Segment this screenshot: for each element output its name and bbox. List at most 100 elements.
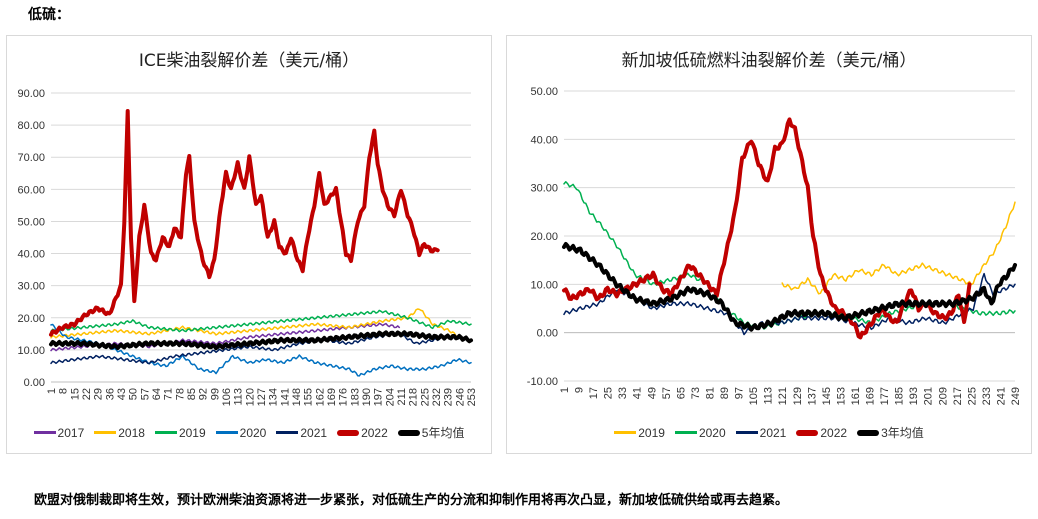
- x-tick-label: 129: [792, 387, 804, 405]
- x-tick-label: 43: [116, 388, 128, 400]
- y-tick-label: 70.00: [17, 152, 45, 164]
- legend-item: 3年均值: [857, 424, 924, 441]
- legend-label: 2021: [300, 425, 328, 440]
- chart-legend: 2019 2020 2021 2022 3年均值: [507, 424, 1031, 441]
- y-tick-label: 30.00: [17, 281, 45, 293]
- legend-swatch: [33, 431, 56, 434]
- legend-item: 2021: [276, 424, 327, 441]
- x-tick-label: 92: [198, 388, 210, 400]
- x-tick-label: 211: [396, 388, 408, 406]
- y-tick-label: 40.00: [17, 249, 45, 261]
- x-tick-label: 22: [81, 388, 93, 400]
- legend-item: 2019: [614, 424, 665, 441]
- y-tick-label: 0.00: [537, 328, 558, 340]
- chart-svg: ICE柴油裂解价差（美元/桶） 0.00 10.00 20.00 30.00 40.00 5…: [17, 51, 478, 406]
- legend-swatch: [796, 429, 819, 436]
- x-tick-label: 50: [128, 388, 140, 400]
- x-tick-label: 239: [443, 388, 455, 406]
- x-tick-label: 218: [408, 388, 420, 406]
- y-tick-label: 50.00: [530, 86, 558, 98]
- chart-legend: 2017 2018 2019 2020 2021 2022 5年均值: [7, 424, 491, 441]
- x-tick-label: 185: [894, 387, 906, 405]
- x-tick-label: 137: [806, 387, 818, 405]
- x-tick-label: 161: [850, 387, 862, 405]
- x-tick-label: 249: [1010, 387, 1022, 405]
- x-tick-label: 233: [981, 387, 993, 405]
- legend-item: 2019: [154, 424, 206, 441]
- y-tick-label: 90.00: [17, 88, 45, 100]
- series-line-2019: [50, 309, 472, 333]
- section-header: 低硫：: [28, 7, 70, 23]
- legend-label: 2018: [118, 425, 145, 440]
- legend-label: 2020: [698, 425, 726, 440]
- x-tick-label: 36: [104, 388, 116, 400]
- legend-label: 2017: [57, 425, 85, 440]
- series-line-2022: [562, 117, 972, 340]
- series-line-2020: [50, 323, 472, 377]
- legend-swatch: [337, 429, 360, 436]
- legend-label: 2019: [638, 425, 665, 440]
- legend-label: 2020: [239, 425, 267, 440]
- legend-item: 2022: [796, 424, 847, 441]
- x-tick-label: 153: [835, 387, 847, 405]
- x-tick-label: 105: [748, 387, 760, 405]
- x-tick-label: 113: [233, 388, 245, 406]
- legend-item: 2018: [94, 424, 145, 441]
- legend-swatch: [735, 431, 758, 434]
- x-tick-label: 17: [588, 387, 600, 399]
- legend-swatch: [857, 429, 880, 436]
- legend-item: 2021: [735, 424, 786, 441]
- x-tick-label: 1: [559, 387, 571, 393]
- chart-title: 新加坡低硫燃料油裂解价差（美元/桶）: [622, 51, 917, 71]
- series-line-2018: [50, 308, 461, 339]
- x-tick-label: 15: [69, 388, 81, 400]
- legend-swatch: [614, 431, 637, 434]
- x-tick-label: 33: [617, 387, 629, 399]
- footer-note: 欧盟对俄制裁即将生效，预计欧洲柴油资源将进一步紧张，对低硫生产的分流和抑制作用将…: [34, 493, 789, 508]
- x-tick-label: 193: [908, 387, 920, 405]
- x-tick-label: 73: [690, 387, 702, 399]
- x-tick-label: 97: [734, 387, 746, 399]
- x-tick-label: 169: [326, 388, 338, 406]
- x-tick-label: 9: [574, 387, 586, 393]
- chart-ice-diesel-crack: ICE柴油裂解价差（美元/桶） 0.00 10.00 20.00 30.00 40.00 5…: [6, 35, 492, 454]
- legend-label: 5年均值: [421, 426, 465, 440]
- x-tick-label: 209: [937, 387, 949, 405]
- y-tick-label: -10.00: [527, 376, 558, 388]
- legend-item: 2020: [215, 424, 267, 441]
- x-tick-label: 41: [632, 387, 644, 399]
- legend-swatch: [397, 429, 420, 436]
- x-tick-label: 64: [151, 388, 163, 400]
- x-tick-label: 253: [466, 388, 478, 406]
- legend-item: 5年均值: [397, 424, 465, 441]
- x-tick-label: 134: [268, 388, 280, 406]
- x-tick-label: 145: [821, 387, 833, 405]
- x-tick-label: 169: [865, 387, 877, 405]
- y-tick-label: 50.00: [17, 216, 45, 228]
- x-tick-label: 106: [221, 388, 233, 406]
- legend-label: 3年均值: [881, 426, 924, 440]
- x-tick-label: 141: [279, 388, 291, 406]
- chart-singapore-lsfo-crack: 新加坡低硫燃料油裂解价差（美元/桶） -10.00 0.00 10.00 20.00 30…: [506, 35, 1032, 454]
- x-tick-label: 148: [291, 388, 303, 406]
- x-tick-label: 225: [966, 387, 978, 405]
- x-tick-label: 201: [923, 387, 935, 405]
- legend-swatch: [674, 431, 697, 434]
- x-tick-label: 57: [139, 388, 151, 400]
- y-tick-label: 0.00: [24, 377, 45, 389]
- y-tick-label: 10.00: [17, 345, 45, 357]
- x-tick-label: 162: [314, 388, 326, 406]
- x-tick-label: 49: [646, 387, 658, 399]
- series-line-3年均值: [562, 242, 1017, 332]
- legend-label: 2019: [178, 425, 206, 440]
- x-tick-label: 176: [338, 388, 350, 406]
- legend-swatch: [276, 431, 299, 434]
- y-tick-label: 30.00: [530, 183, 558, 195]
- x-tick-label: 177: [879, 387, 891, 405]
- legend-label: 2022: [820, 425, 848, 440]
- x-tick-label: 65: [675, 387, 687, 399]
- chart-svg: 新加坡低硫燃料油裂解价差（美元/桶） -10.00 0.00 10.00 20.00 30…: [527, 51, 1022, 405]
- y-tick-label: 80.00: [17, 120, 45, 132]
- legend-swatch: [215, 431, 238, 434]
- x-tick-label: 232: [431, 388, 443, 406]
